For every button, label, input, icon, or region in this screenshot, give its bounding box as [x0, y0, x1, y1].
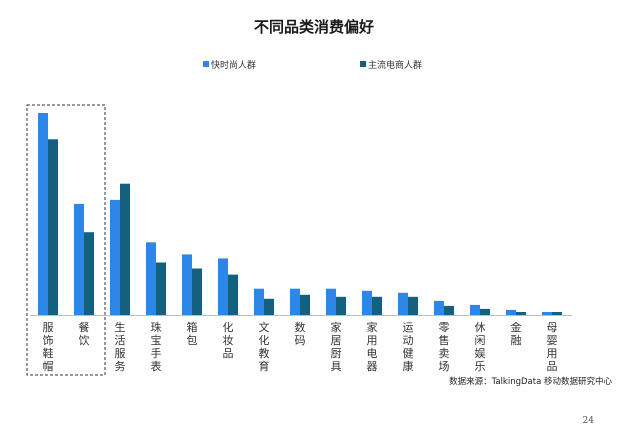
bar-fast-fashion-13: [506, 309, 516, 315]
category-label-3: 珠宝手表: [151, 320, 162, 373]
legend: 快时尚人群 主流电商人群: [203, 59, 422, 71]
chart-title: 不同品类消费偏好: [254, 18, 374, 36]
bar-mainstream-ecommerce-2: [120, 183, 130, 315]
bars: [38, 113, 562, 315]
bar-mainstream-ecommerce-13: [516, 312, 526, 315]
bar-mainstream-ecommerce-4: [192, 268, 202, 315]
category-label-1: 餐饮: [79, 320, 90, 347]
category-label-7: 数码: [295, 321, 306, 347]
bar-fast-fashion-11: [434, 300, 444, 315]
legend-swatch-mainstream-ecommerce: [360, 61, 366, 67]
bar-mainstream-ecommerce-7: [300, 294, 310, 315]
highlight-box: [26, 104, 106, 376]
bar-mainstream-ecommerce-3: [156, 262, 166, 315]
category-label-10: 运动健康: [403, 321, 414, 373]
bar-mainstream-ecommerce-11: [444, 305, 454, 315]
bar-fast-fashion-7: [290, 288, 300, 315]
category-label-14: 母婴用品: [547, 321, 558, 373]
category-label-8: 家居厨具: [331, 320, 342, 373]
category-label-4: 箱包: [187, 320, 198, 347]
bar-fast-fashion-4: [182, 254, 192, 315]
category-label-11: 零售卖场: [439, 321, 450, 373]
category-label-12: 休闲娱乐: [475, 321, 486, 373]
legend-label-fast-fashion: 快时尚人群: [211, 59, 256, 71]
bar-mainstream-ecommerce-14: [552, 312, 562, 315]
bar-mainstream-ecommerce-10: [408, 296, 418, 315]
bar-fast-fashion-5: [218, 258, 228, 315]
legend-swatch-fast-fashion: [203, 61, 209, 67]
legend-label-mainstream-ecommerce: 主流电商人群: [368, 59, 422, 71]
bar-mainstream-ecommerce-8: [336, 296, 346, 315]
page-number: 24: [583, 416, 595, 426]
bar-fast-fashion-6: [254, 288, 264, 315]
bar-fast-fashion-0: [38, 113, 48, 315]
category-label-5: 化妆品: [223, 320, 234, 360]
bar-fast-fashion-14: [542, 312, 552, 315]
category-label-6: 文化教育: [259, 320, 270, 373]
bar-fast-fashion-2: [110, 199, 120, 315]
category-label-0: 服饰鞋帽: [43, 321, 54, 373]
bar-fast-fashion-12: [470, 304, 480, 315]
bar-fast-fashion-10: [398, 292, 408, 315]
category-labels: 服饰鞋帽 餐饮 生活服务 珠宝手表 箱包 化妆品 文化教育 数码 家居厨具 家用电器 运动健康 零售卖…: [43, 320, 558, 373]
category-label-9: 家用电器: [367, 320, 378, 373]
bar-mainstream-ecommerce-5: [228, 274, 238, 315]
bar-mainstream-ecommerce-9: [372, 296, 382, 315]
category-label-2: 生活服务: [115, 320, 126, 373]
bar-fast-fashion-1: [74, 203, 84, 315]
source-note: 数据来源：TalkingData 移动数据研究中心: [449, 376, 612, 387]
bar-fast-fashion-8: [326, 288, 336, 315]
category-label-13: 金融: [511, 320, 522, 347]
bar-mainstream-ecommerce-0: [48, 139, 58, 315]
bar-fast-fashion-9: [362, 290, 372, 315]
bar-mainstream-ecommerce-1: [84, 232, 94, 315]
bar-mainstream-ecommerce-6: [264, 298, 274, 315]
bar-mainstream-ecommerce-12: [480, 308, 490, 315]
bar-fast-fashion-3: [146, 242, 156, 315]
